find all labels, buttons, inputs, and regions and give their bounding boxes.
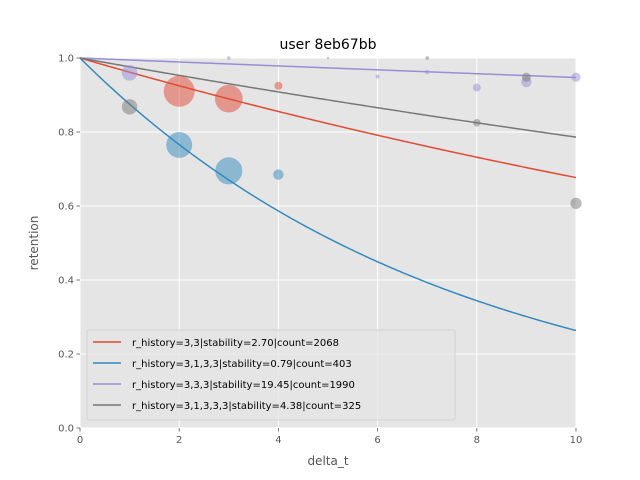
y-tick-label: 1.0 — [58, 54, 74, 65]
y-tick-label: 0.2 — [58, 350, 74, 361]
x-tick-label: 4 — [275, 435, 281, 446]
data-point-series-0 — [214, 84, 243, 113]
data-points — [121, 56, 582, 210]
axis-ticks: 0 2 4 6 8 10 0.0 0.2 0.4 0.6 0.8 1.0 — [58, 54, 582, 447]
data-point-series-2 — [375, 74, 380, 79]
curve-series-1 — [79, 57, 577, 332]
data-point-series-2 — [425, 69, 430, 75]
data-point-series-1 — [215, 157, 243, 185]
legend-entry: r_history=3,3,3|stability=19.45|count=19… — [132, 380, 355, 391]
data-point-series-3 — [521, 72, 531, 82]
y-axis-label: retention — [27, 216, 41, 271]
x-tick-label: 0 — [77, 435, 83, 446]
data-point-series-3 — [570, 197, 582, 210]
data-point-series-3 — [473, 118, 481, 127]
curve-series-0 — [79, 57, 577, 179]
legend-box — [86, 329, 456, 421]
y-tick-label: 0.6 — [58, 202, 74, 213]
data-point-series-3 — [425, 56, 429, 60]
data-point-series-2 — [227, 56, 231, 60]
data-point-series-2 — [571, 72, 581, 82]
chart-title: user 8eb67bb — [280, 37, 377, 53]
curve-series-2 — [79, 57, 577, 79]
legend-entry: r_history=3,1,3,3|stability=0.79|count=4… — [132, 359, 352, 370]
fitted-curves — [79, 57, 577, 332]
legend-entry: r_history=3,3|stability=2.70|count=2068 — [132, 338, 339, 349]
data-point-series-3 — [121, 99, 138, 115]
y-tick-label: 0.8 — [58, 128, 74, 139]
data-point-series-2 — [472, 83, 481, 92]
legend-entry: r_history=3,1,3,3,3|stability=4.38|count… — [132, 401, 361, 412]
data-point-series-0 — [163, 75, 195, 107]
y-tick-label: 0.0 — [58, 424, 74, 435]
legend: r_history=3,3|stability=2.70|count=2068r… — [86, 329, 456, 421]
data-point-series-1 — [273, 169, 284, 180]
x-tick-label: 10 — [570, 435, 583, 446]
data-point-series-0 — [274, 81, 283, 90]
y-tick-label: 0.4 — [58, 276, 74, 287]
data-point-series-2 — [121, 65, 138, 81]
data-point-series-2 — [326, 56, 330, 60]
x-tick-label: 6 — [374, 435, 380, 446]
x-tick-label: 8 — [474, 435, 480, 446]
x-axis-label: delta_t — [307, 454, 348, 468]
data-point-series-1 — [166, 131, 193, 158]
x-tick-label: 2 — [176, 435, 182, 446]
curve-series-3 — [79, 57, 577, 138]
